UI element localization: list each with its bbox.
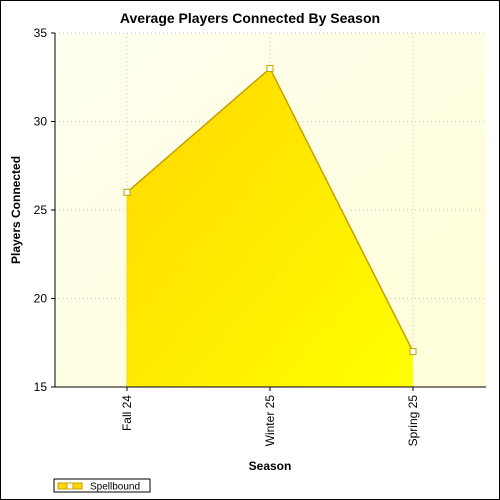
legend-entry-spellbound: Spellbound bbox=[90, 482, 140, 493]
legend: Spellbound bbox=[53, 478, 151, 493]
data-point-fall-24 bbox=[123, 188, 131, 196]
x-tick-label-winter-25: Winter 25 bbox=[263, 395, 277, 447]
data-point-winter-25 bbox=[266, 64, 274, 72]
y-tick-label-30: 30 bbox=[34, 115, 48, 129]
y-tick-label-20: 20 bbox=[34, 292, 48, 306]
axes bbox=[51, 32, 486, 391]
y-tick-label-15: 15 bbox=[34, 380, 48, 394]
x-tick-label-fall-24: Fall 24 bbox=[120, 395, 134, 431]
series-area-spellbound bbox=[127, 68, 413, 388]
y-tick-labels: 15 20 25 30 35 bbox=[34, 26, 48, 394]
y-tick-label-35: 35 bbox=[34, 26, 48, 40]
y-axis-label: Players Connected bbox=[9, 156, 23, 264]
x-axis-label: Season bbox=[249, 459, 292, 473]
chart-title: Average Players Connected By Season bbox=[120, 10, 380, 26]
series-area-layer bbox=[123, 64, 417, 388]
x-tick-label-spring-25: Spring 25 bbox=[406, 395, 420, 447]
data-point-spring-25 bbox=[409, 348, 417, 356]
legend-marker-icon bbox=[66, 482, 74, 490]
x-tick-labels: Fall 24 Winter 25 Spring 25 bbox=[120, 395, 420, 447]
y-tick-label-25: 25 bbox=[34, 203, 48, 217]
